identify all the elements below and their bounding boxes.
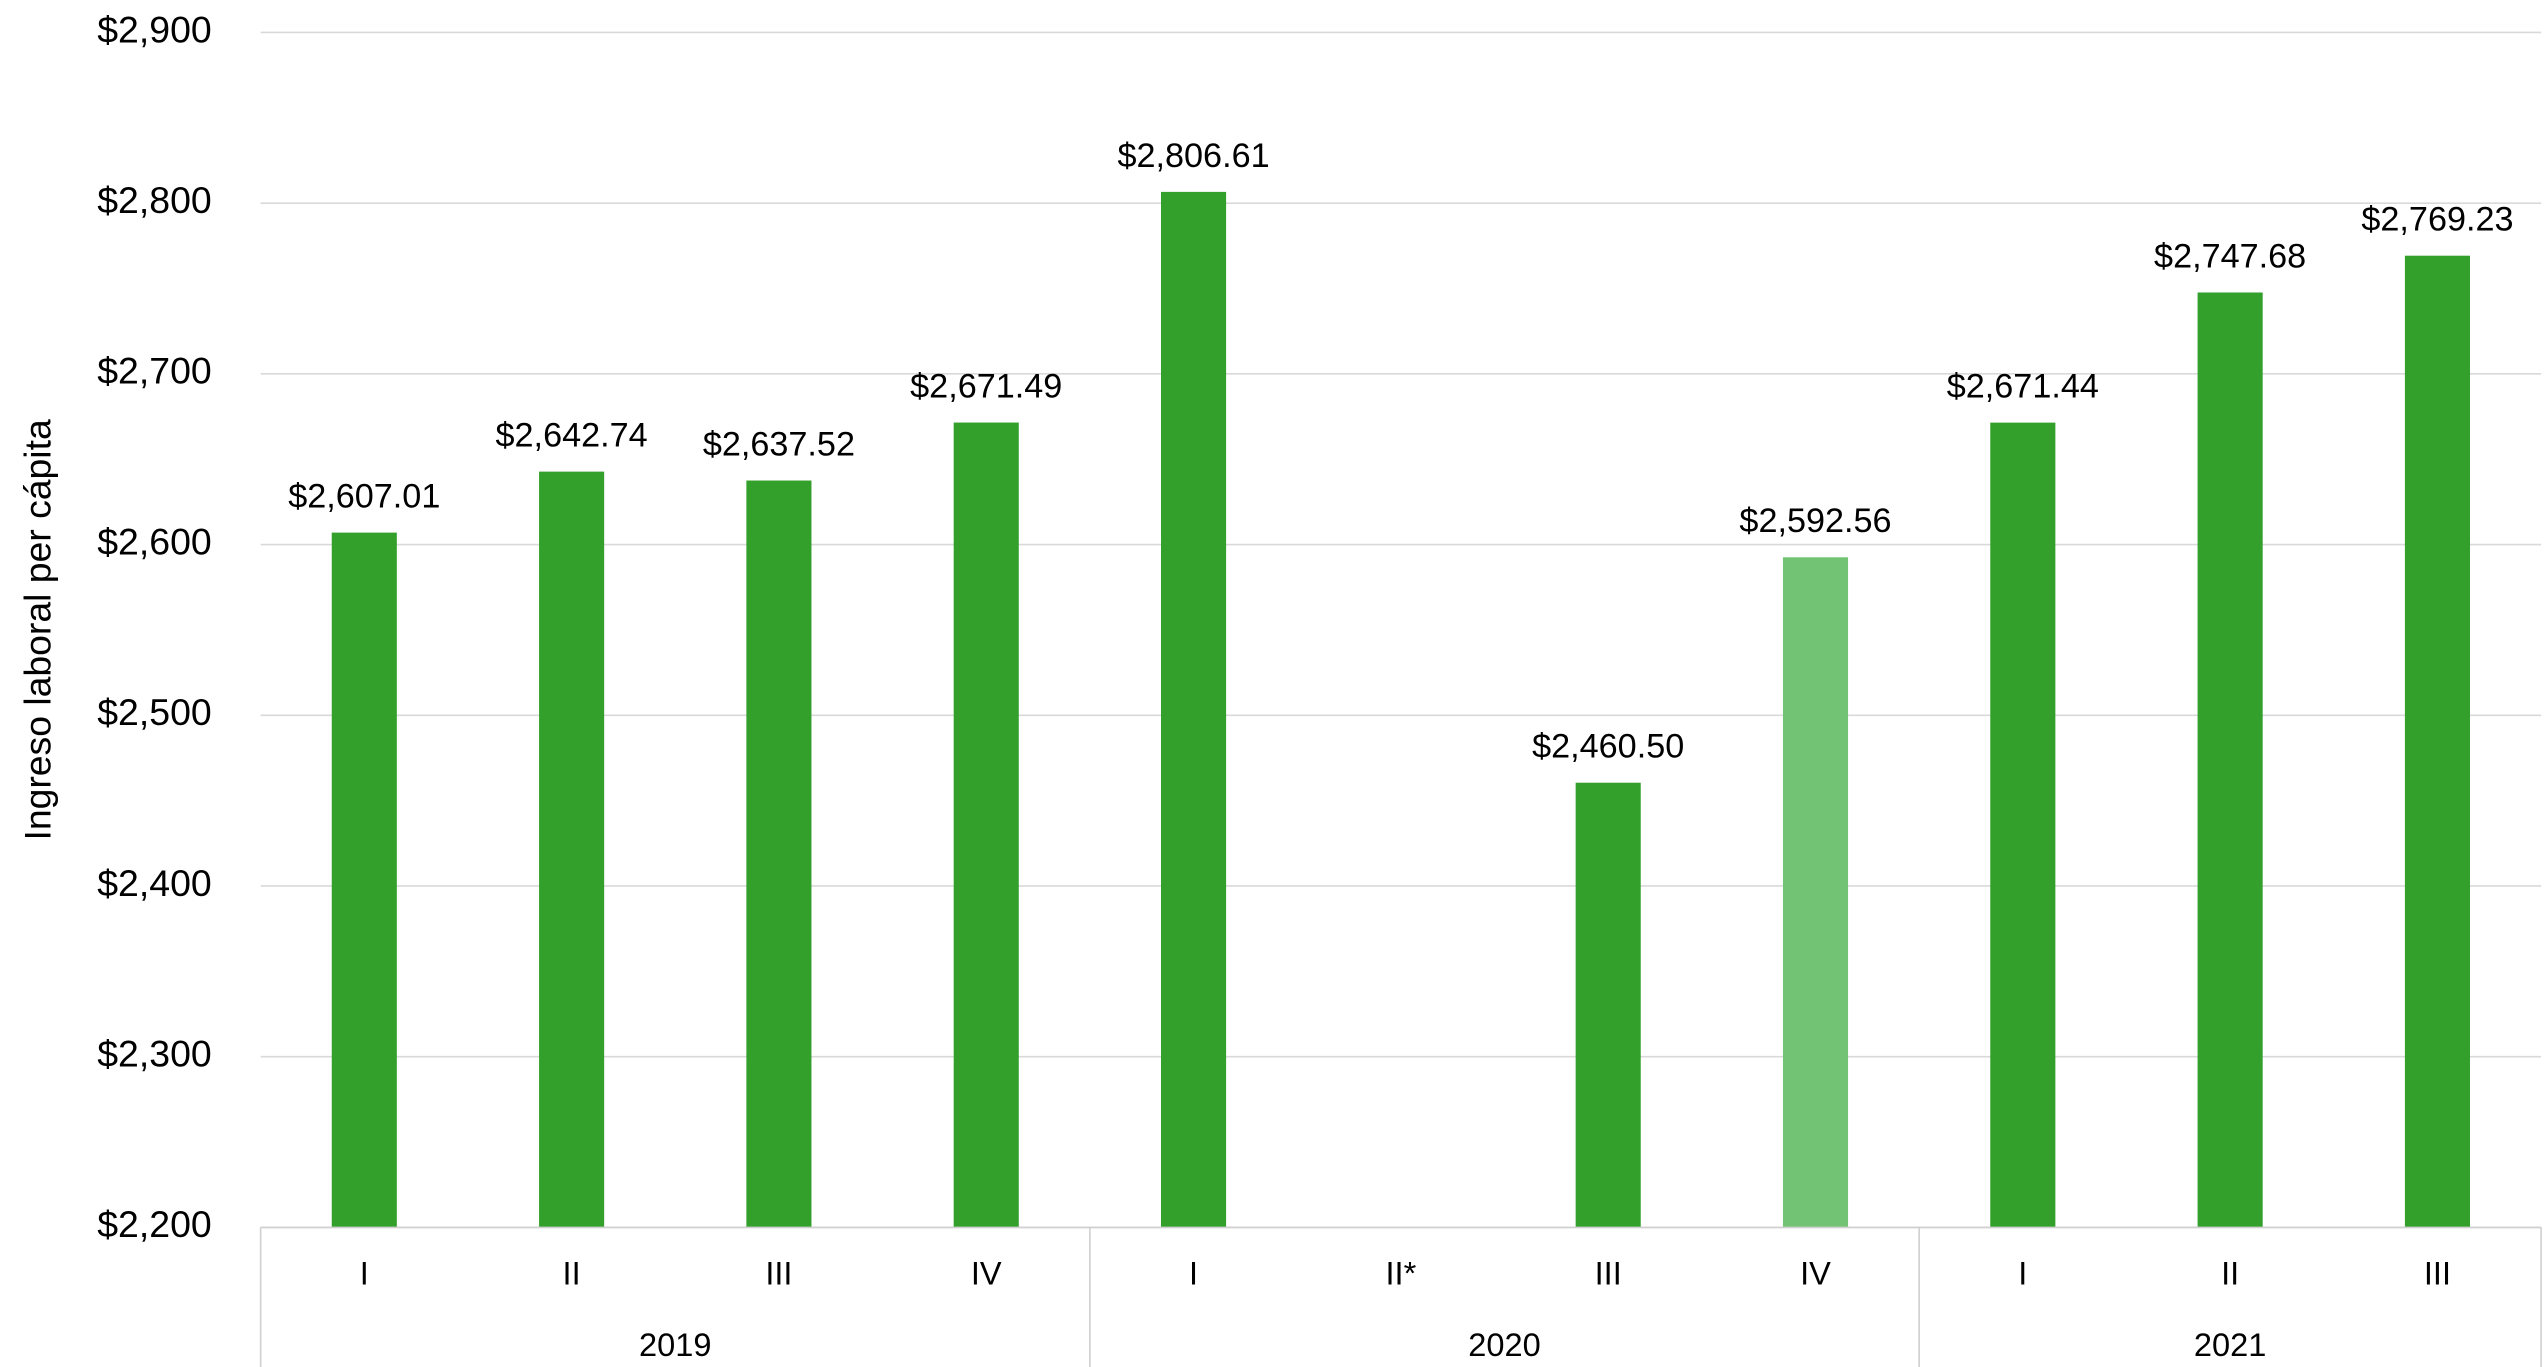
bar: [1990, 422, 2056, 1228]
y-axis-label: Ingreso laboral per cápita: [17, 419, 59, 840]
y-tick-label: $2,600: [97, 520, 212, 562]
y-tick-label: $2,900: [97, 8, 212, 50]
x-tick-label: I: [360, 1256, 369, 1292]
value-label: $2,671.49: [910, 367, 1062, 405]
value-label: $2,642.74: [496, 417, 648, 455]
y-tick-label: $2,700: [97, 350, 212, 392]
value-label: $2,806.61: [1117, 137, 1269, 175]
bar: [1575, 782, 1641, 1228]
x-tick-label: III: [1595, 1256, 1622, 1292]
y-tick-label: $2,400: [97, 862, 212, 904]
x-tick-label: I: [1189, 1256, 1198, 1292]
value-label: $2,460.50: [1532, 728, 1684, 766]
y-tick-label: $2,800: [97, 179, 212, 221]
y-tick-label: $2,200: [97, 1203, 212, 1245]
x-tick-label: II*: [1385, 1256, 1416, 1292]
x-tick-label: III: [765, 1256, 792, 1292]
bar: [1782, 557, 1849, 1228]
bar: [2197, 292, 2263, 1228]
bar: [539, 471, 605, 1228]
value-label: $2,607.01: [288, 478, 440, 516]
bar: [1161, 191, 1227, 1228]
x-tick-label: IV: [971, 1256, 1002, 1292]
value-label: $2,592.56: [1739, 502, 1891, 540]
x-tick-label: III: [2424, 1256, 2451, 1292]
y-tick-label: $2,500: [97, 691, 212, 733]
y-tick-label: $2,300: [97, 1033, 212, 1075]
x-tick-label: II: [563, 1256, 581, 1292]
value-label: $2,769.23: [2361, 201, 2513, 239]
bar: [746, 480, 812, 1228]
x-tick-label: IV: [1800, 1256, 1831, 1292]
value-label: $2,671.44: [1947, 368, 2099, 406]
value-label: $2,637.52: [703, 425, 855, 463]
x-tick-label: I: [2018, 1256, 2027, 1292]
group-label: 2020: [1468, 1327, 1540, 1363]
group-label: 2019: [639, 1327, 711, 1363]
x-tick-label: II: [2221, 1256, 2239, 1292]
group-label: 2021: [2194, 1327, 2266, 1363]
bar: [953, 422, 1019, 1228]
bar: [2404, 255, 2471, 1228]
value-label: $2,747.68: [2154, 237, 2306, 275]
bar: [331, 532, 397, 1228]
